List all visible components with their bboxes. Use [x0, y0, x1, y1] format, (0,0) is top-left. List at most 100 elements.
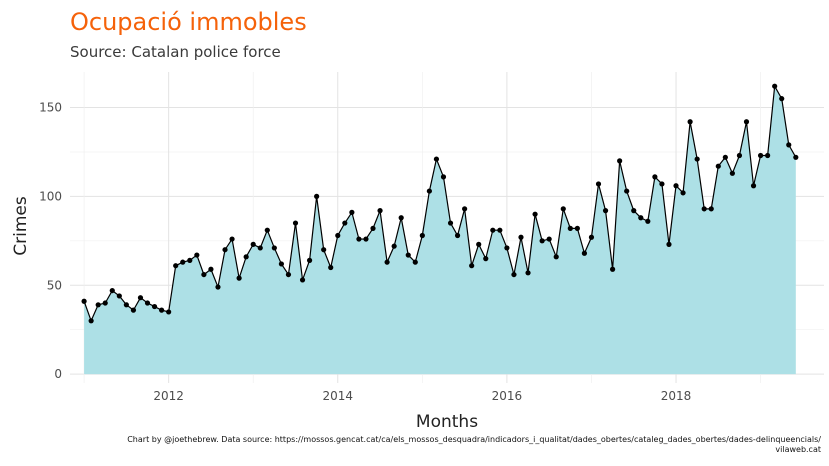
- data-point: [476, 241, 482, 247]
- y-axis-title: Crimes: [11, 196, 31, 256]
- data-point: [659, 181, 665, 187]
- data-point: [631, 208, 637, 214]
- data-point: [447, 220, 454, 226]
- data-point: [356, 236, 362, 242]
- data-point: [349, 209, 355, 215]
- data-point: [433, 156, 440, 162]
- data-point: [574, 225, 580, 231]
- data-point: [462, 206, 468, 212]
- data-point: [370, 225, 376, 231]
- data-point: [81, 298, 87, 304]
- data-point: [419, 232, 425, 239]
- x-axis-title: Months: [416, 412, 478, 432]
- data-point: [123, 302, 129, 308]
- data-point: [95, 302, 101, 308]
- data-point: [306, 257, 313, 263]
- data-point: [722, 154, 728, 160]
- data-point: [645, 218, 651, 224]
- data-point: [567, 225, 573, 231]
- x-tick-label: 2018: [661, 389, 692, 403]
- data-point: [440, 174, 447, 180]
- x-tick-labels: 2012 2014 2016 2018: [153, 389, 691, 403]
- data-point: [469, 263, 475, 269]
- data-point: [377, 208, 383, 214]
- data-point: [292, 220, 299, 226]
- y-tick-label: 50: [47, 278, 62, 292]
- data-point: [180, 259, 186, 265]
- data-point: [708, 206, 714, 212]
- data-point: [109, 287, 115, 294]
- data-point: [264, 227, 270, 233]
- data-point: [278, 261, 285, 267]
- data-point: [391, 243, 397, 249]
- data-point: [250, 241, 256, 247]
- data-point: [687, 119, 693, 125]
- data-point: [553, 254, 559, 260]
- data-point: [208, 266, 214, 272]
- data-point: [701, 206, 707, 212]
- data-point: [159, 307, 165, 313]
- data-point: [793, 154, 799, 160]
- data-points: [81, 83, 799, 324]
- data-point: [497, 227, 503, 233]
- data-point: [694, 156, 700, 162]
- data-point: [243, 254, 249, 260]
- data-point: [137, 295, 144, 301]
- x-tick-label: 2014: [323, 389, 354, 403]
- data-point: [144, 300, 151, 306]
- data-point: [88, 318, 94, 324]
- data-point: [588, 234, 595, 240]
- data-point: [504, 245, 510, 251]
- data-point: [328, 264, 334, 271]
- data-point: [595, 181, 602, 187]
- data-point: [342, 220, 348, 226]
- data-point: [518, 234, 524, 240]
- data-point: [765, 152, 771, 159]
- data-point: [426, 188, 432, 194]
- data-point: [398, 215, 404, 221]
- data-point: [715, 163, 721, 169]
- data-point: [736, 152, 743, 159]
- data-point: [729, 170, 735, 176]
- data-point: [384, 259, 390, 265]
- data-point: [624, 188, 630, 194]
- area-fill: [84, 86, 796, 375]
- data-point: [525, 270, 531, 276]
- data-point: [314, 193, 320, 199]
- data-point: [539, 238, 545, 244]
- data-point: [257, 245, 263, 251]
- data-point: [609, 266, 616, 272]
- data-point: [617, 158, 623, 164]
- data-point: [285, 271, 292, 278]
- data-point: [236, 275, 242, 281]
- data-point: [229, 236, 235, 242]
- data-point: [779, 96, 785, 102]
- data-point: [187, 257, 193, 263]
- data-point: [743, 119, 750, 125]
- chart-title: Ocupació immobles: [70, 8, 307, 36]
- chart-subtitle: Source: Catalan police force: [70, 43, 281, 61]
- y-tick-labels: 0 50 100 150: [39, 101, 62, 382]
- data-point: [405, 252, 411, 258]
- data-point: [215, 284, 221, 290]
- data-point: [102, 300, 108, 306]
- data-point: [130, 307, 137, 313]
- data-point: [271, 245, 277, 251]
- data-point: [201, 271, 207, 278]
- data-point: [757, 152, 764, 159]
- data-point: [772, 83, 778, 89]
- data-point: [786, 142, 792, 148]
- data-point: [222, 247, 228, 253]
- data-point: [363, 236, 369, 242]
- y-tick-label: 100: [39, 189, 62, 203]
- data-point: [638, 215, 644, 221]
- data-point: [116, 293, 122, 299]
- data-point: [483, 256, 489, 262]
- data-point: [321, 247, 327, 253]
- data-point: [173, 263, 179, 269]
- data-point: [151, 303, 158, 310]
- data-point: [335, 232, 341, 239]
- data-point: [454, 232, 461, 239]
- caption-source: Chart by @joethebrew. Data source: https…: [127, 435, 821, 444]
